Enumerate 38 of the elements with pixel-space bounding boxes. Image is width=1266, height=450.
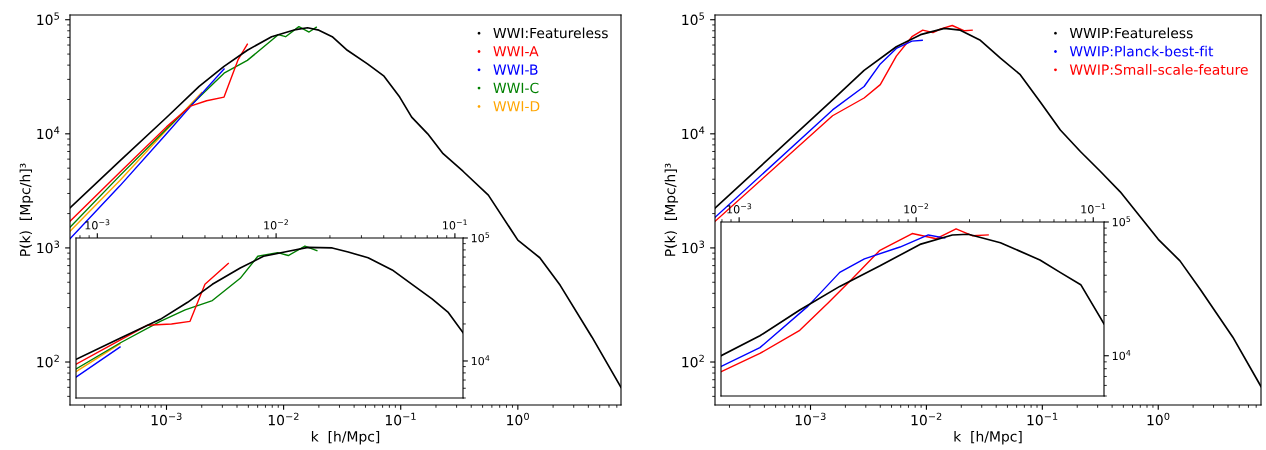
- y-tick-label: 10$^{3}$: [37, 240, 60, 254]
- x-tick-label: 10$^{−1}$: [1081, 203, 1106, 214]
- x-tick-label: 10$^{−2}$: [911, 412, 942, 426]
- x-tick-label: 10$^{−2}$: [268, 412, 299, 426]
- x-tick-label: 10$^{−3}$: [727, 203, 752, 214]
- y-tick-label: 10$^{2}$: [682, 354, 704, 368]
- x-tick-label: 10$^{−2}$: [904, 203, 929, 214]
- y-tick-label: 10$^{4}$: [1112, 349, 1131, 361]
- y-axis-title: P(k) [Mpc/h]³: [19, 163, 34, 256]
- y-tick-label: 10$^{5}$: [471, 232, 490, 243]
- legend-label: WWI:Featureless: [493, 27, 608, 39]
- y-tick-label: 10$^{4}$: [471, 355, 490, 366]
- x-tick-label: 10$^{−3}$: [85, 219, 110, 230]
- legend-label: WWI-C: [493, 82, 539, 94]
- legend-label: WWI-D: [493, 101, 540, 112]
- x-tick-label: 10$^{−3}$: [795, 412, 826, 426]
- x-tick-label: 10$^{−1}$: [443, 219, 467, 230]
- legend-label: WWIP:Planck-best-fit: [1069, 45, 1214, 57]
- y-tick-label: 10$^{2}$: [37, 354, 59, 368]
- y-tick-label: 10$^{5}$: [1112, 216, 1131, 227]
- legend-label: WWI-B: [493, 64, 538, 75]
- y-tick-label: 10$^{4}$: [37, 126, 60, 140]
- legend-label: WWI-A: [493, 46, 539, 57]
- x-tick-label: 10$^{−3}$: [151, 412, 182, 426]
- x-tick-label: 10$^{−2}$: [264, 219, 288, 230]
- x-tick-label: 10$^{0}$: [507, 412, 529, 426]
- legend-label: WWIP:Small-scale-feature: [1069, 64, 1248, 75]
- y-axis-title: P(k) [Mpc/h]³: [664, 163, 679, 256]
- y-tick-label: 10$^{5}$: [682, 12, 704, 26]
- x-tick-label: 10$^{0}$: [1147, 412, 1170, 426]
- y-tick-label: 10$^{3}$: [682, 240, 705, 254]
- x-axis-title: k [h/Mpc]: [311, 430, 380, 445]
- legend-label: WWIP:Featureless: [1069, 27, 1193, 39]
- x-tick-label: 10$^{−1}$: [1027, 412, 1058, 426]
- y-tick-label: 10$^{5}$: [37, 12, 59, 26]
- y-tick-label: 10$^{4}$: [682, 126, 705, 140]
- x-tick-label: 10$^{−1}$: [385, 412, 416, 426]
- x-axis-title: k [h/Mpc]: [954, 430, 1022, 445]
